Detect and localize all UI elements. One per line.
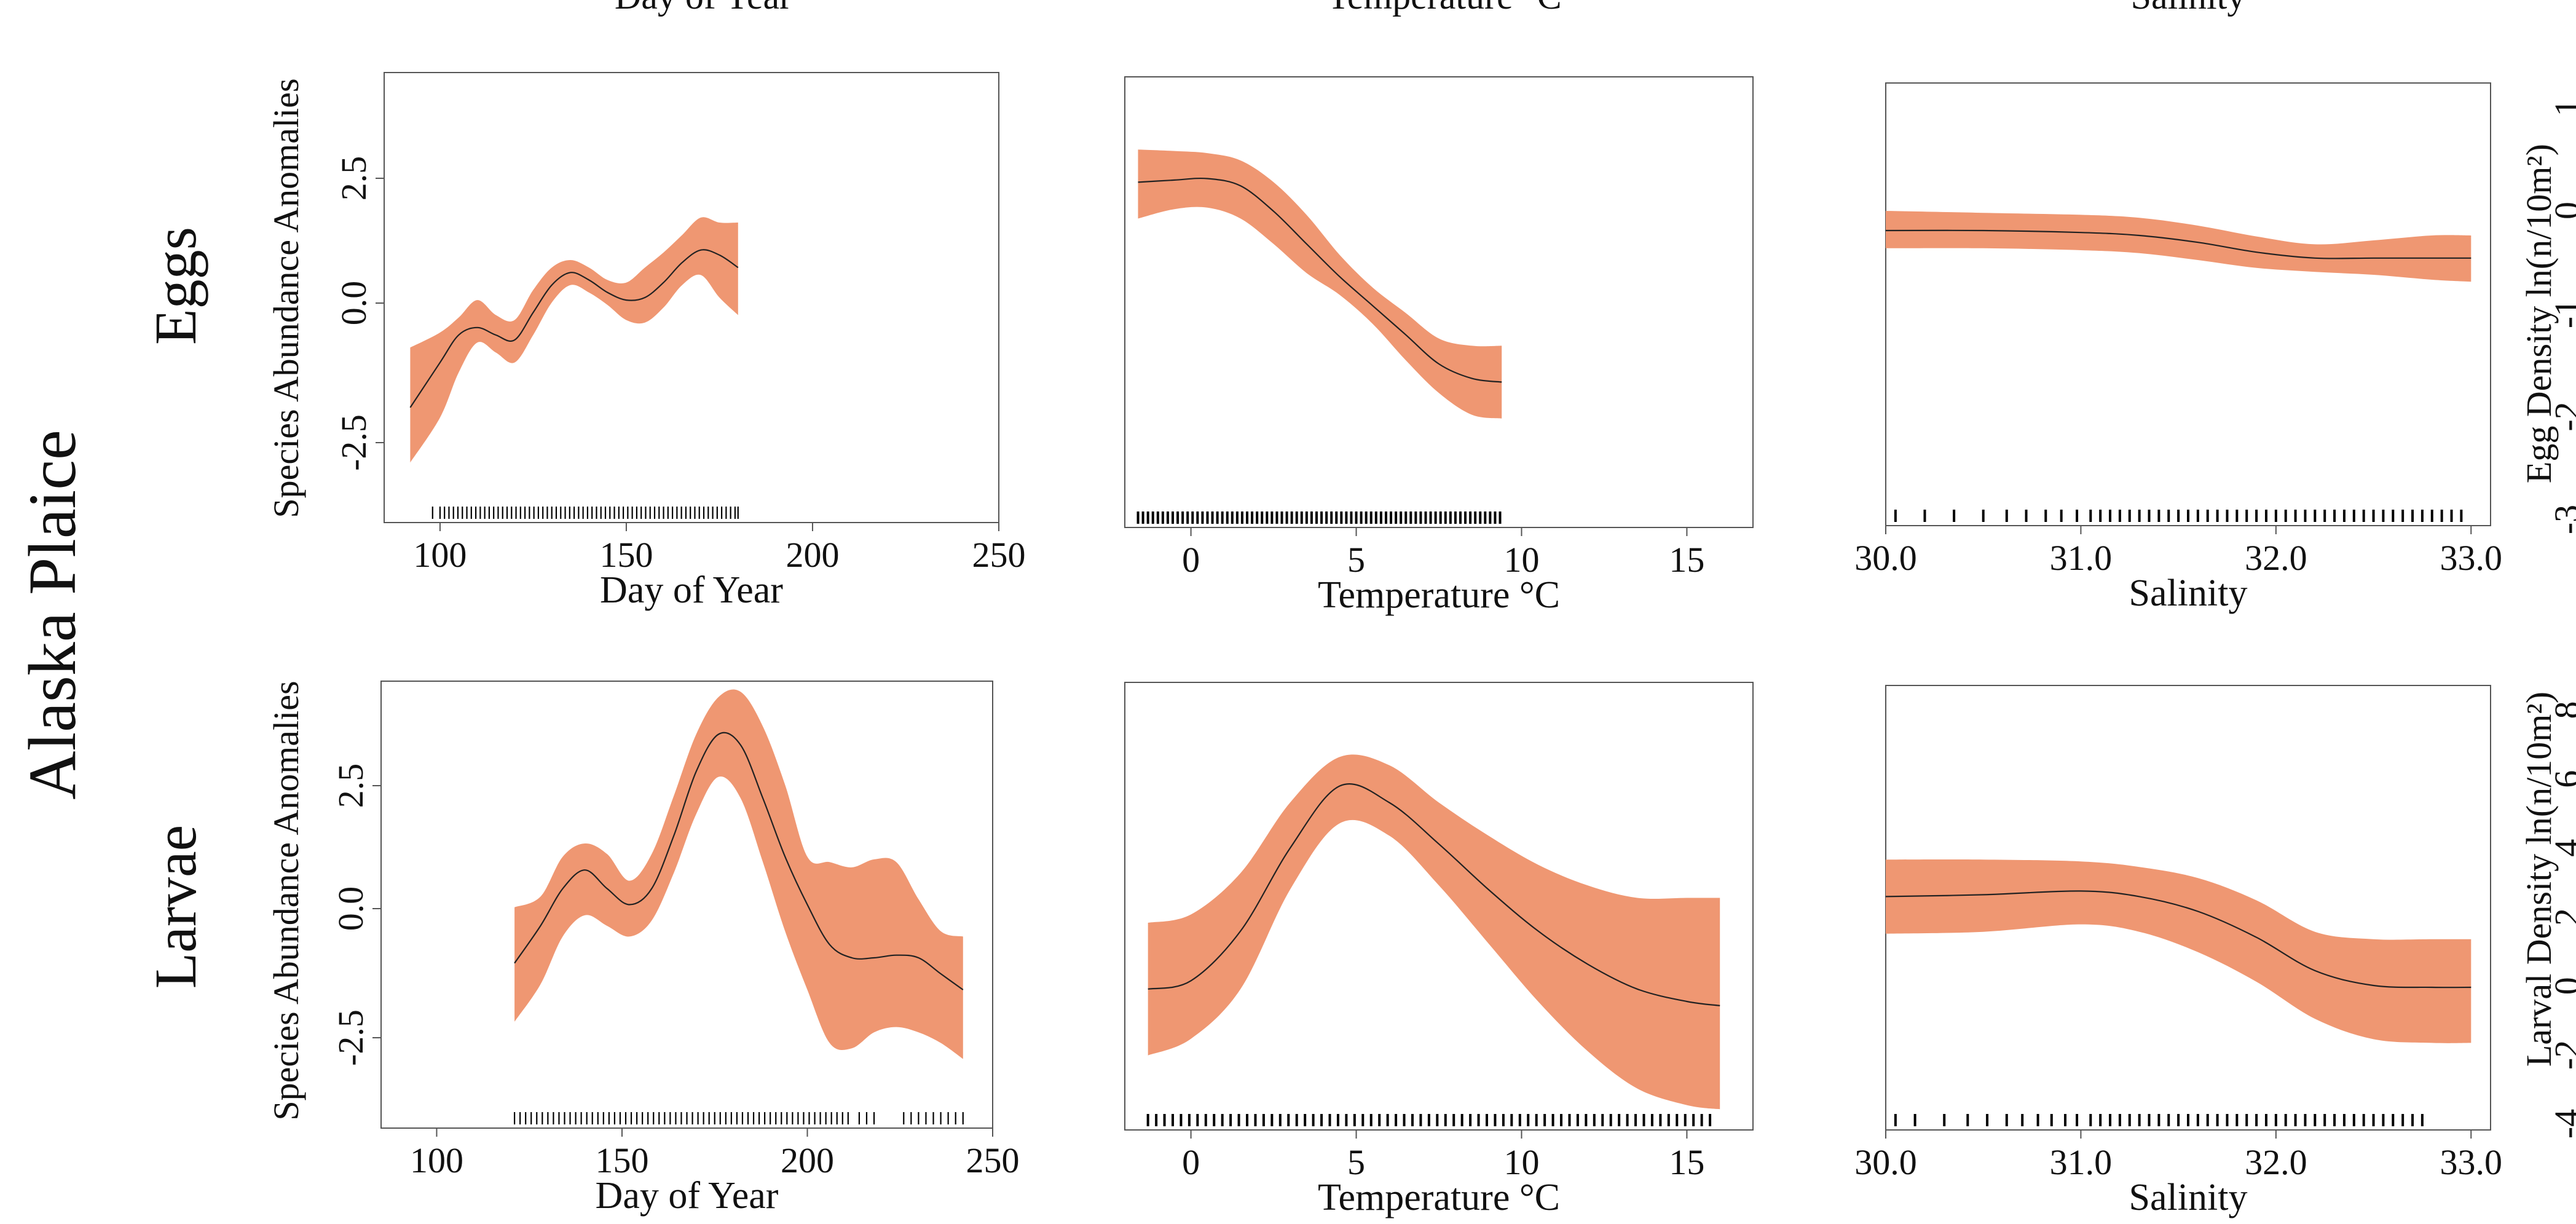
x-tick-label: 32.0 xyxy=(2245,538,2307,578)
confidence-band xyxy=(1886,859,2472,1043)
panel-eggs-salinity: 30.0 31.0 32.0 33.0 Salinity xyxy=(1854,82,2503,614)
y-tick-label: 0.0 xyxy=(331,886,371,931)
right-y-tick-label: 0 xyxy=(2547,977,2576,995)
x-tick-label: 32.0 xyxy=(2245,1142,2307,1182)
rug-plot xyxy=(1136,511,1502,524)
fitted-line xyxy=(1148,783,1720,1006)
confidence-band xyxy=(1138,149,1502,419)
x-tick-label: 15 xyxy=(1669,540,1704,580)
rug-plot xyxy=(513,1112,964,1124)
panel-eggs-day-of-year: 100 150 200 250 Day of Year -2.5 0.0 2.5 xyxy=(334,72,1026,611)
rug-plot xyxy=(1894,1114,2424,1126)
ylabel-right-eggs: Egg Density ln(n/10m²) xyxy=(2519,144,2559,483)
panel-larvae-salinity: 30.0 31.0 32.0 33.0 Salinity xyxy=(1854,685,2502,1218)
x-tick-label: 30.0 xyxy=(1854,1142,1917,1182)
x-tick-label: 200 xyxy=(786,535,839,575)
y-tick-label: 2.5 xyxy=(331,764,371,808)
fitted-line xyxy=(1885,229,2472,259)
x-tick-label: 150 xyxy=(599,535,653,575)
rug-plot xyxy=(1146,1114,1712,1126)
panel-larvae-day-of-year: 100 150 200 250 Day of Year -2.5 0.0 2.5 xyxy=(331,681,1020,1217)
right-y-tick-label: -2 xyxy=(2547,1040,2576,1070)
col-header-temperature: Temperature °C xyxy=(1327,0,1561,17)
ylabel-larvae: Species Abundance Anomalies xyxy=(266,681,306,1120)
right-y-tick-label: -3 xyxy=(2547,505,2576,534)
confidence-band xyxy=(1148,754,1720,1110)
plot-frame xyxy=(1124,682,1754,1131)
y-tick-label: -2.5 xyxy=(334,414,374,471)
x-tick-label: 0 xyxy=(1182,540,1200,580)
right-y-tick-label: 4 xyxy=(2547,839,2576,857)
x-tick-label: 15 xyxy=(1669,1142,1704,1182)
species-label: Alaska Plaice xyxy=(15,430,90,800)
col-header-salinity: Salinity xyxy=(2131,0,2246,17)
x-tick-label: 10 xyxy=(1503,540,1539,580)
plot-frame xyxy=(380,681,993,1129)
panel-larvae-temperature-c: 0 5 10 15 Temperature °C xyxy=(1124,682,1754,1218)
x-axis-title: Day of Year xyxy=(600,569,783,611)
x-axis-title: Salinity xyxy=(2129,1177,2248,1218)
rug-plot xyxy=(1894,510,2463,522)
right-y-tick-label: -2 xyxy=(2547,401,2576,431)
x-axis-title: Temperature °C xyxy=(1318,1177,1560,1218)
right-y-tick-label: 2 xyxy=(2547,908,2576,926)
fitted-line xyxy=(409,249,739,408)
right-y-tick-label: 0 xyxy=(2547,202,2576,219)
x-tick-label: 100 xyxy=(413,535,467,575)
x-tick-label: 250 xyxy=(972,535,1026,575)
ylabel-right-larvae: Larval Density ln(n/10m²) xyxy=(2519,692,2559,1067)
fitted-line xyxy=(1138,177,1502,383)
right-y-tick-label: 6 xyxy=(2547,770,2576,788)
confidence-band xyxy=(514,689,963,1059)
ylabel-eggs: Species Abundance Anomalies xyxy=(266,78,306,518)
x-axis-title: Salinity xyxy=(2129,572,2248,614)
x-axis-title: Day of Year xyxy=(596,1175,779,1217)
plot-frame xyxy=(1885,82,2491,526)
right-y-tick-label: -1 xyxy=(2547,299,2576,328)
x-tick-label: 250 xyxy=(966,1140,1020,1180)
x-tick-label: 33.0 xyxy=(2440,1142,2503,1182)
x-tick-label: 0 xyxy=(1182,1142,1200,1182)
x-tick-label: 10 xyxy=(1503,1142,1539,1182)
right-y-tick-label: 8 xyxy=(2547,701,2576,719)
right-tick-labels: -3 -2 -1 0 1 -4 -2 0 2 4 6 8 xyxy=(2547,99,2576,1139)
y-tick-label: 2.5 xyxy=(334,156,374,201)
confidence-band xyxy=(1886,211,2472,282)
x-tick-label: 200 xyxy=(781,1140,834,1180)
fitted-line xyxy=(1885,890,2472,989)
x-tick-label: 5 xyxy=(1347,540,1365,580)
x-tick-label: 150 xyxy=(595,1140,648,1180)
right-y-tick-label: -4 xyxy=(2547,1109,2576,1139)
fitted-line xyxy=(514,732,964,990)
x-tick-label: 30.0 xyxy=(1854,538,1917,578)
x-tick-label: 33.0 xyxy=(2440,538,2503,578)
confidence-band xyxy=(410,217,738,463)
plot-frame xyxy=(1124,76,1754,528)
x-tick-label: 31.0 xyxy=(2050,538,2113,578)
x-tick-label: 100 xyxy=(410,1140,463,1180)
row-label-eggs: Eggs xyxy=(143,227,208,345)
y-tick-label: -2.5 xyxy=(331,1009,371,1066)
x-axis-title: Temperature °C xyxy=(1318,574,1560,616)
row-label-larvae: Larvae xyxy=(143,825,208,989)
x-tick-label: 5 xyxy=(1347,1142,1365,1182)
panel-eggs-temperature-c: 0 5 10 15 Temperature °C xyxy=(1124,76,1754,616)
plot-frame xyxy=(384,72,999,523)
x-tick-label: 31.0 xyxy=(2050,1142,2113,1182)
rug-plot xyxy=(431,507,739,519)
right-y-tick-label: 1 xyxy=(2547,99,2576,117)
col-header-day: Day of Year xyxy=(615,0,792,17)
y-tick-label: 0.0 xyxy=(334,281,374,326)
